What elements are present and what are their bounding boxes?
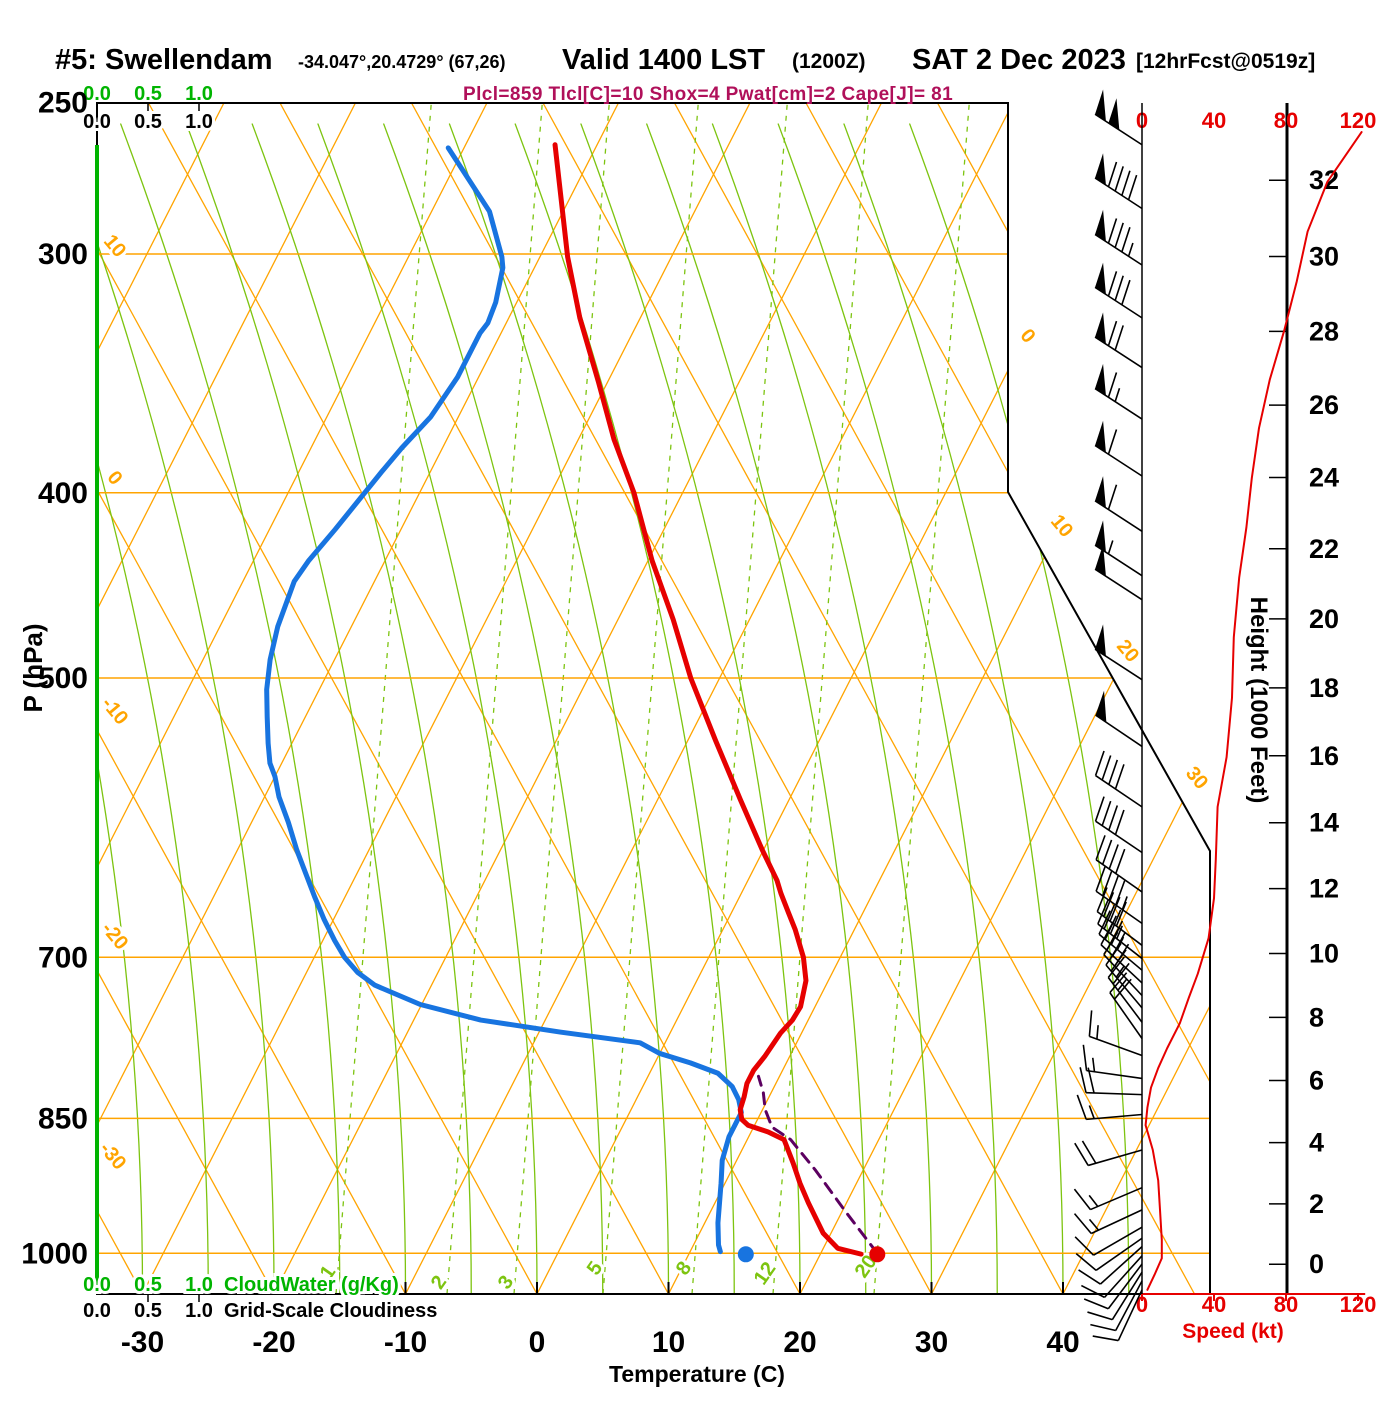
svg-text:0: 0	[1016, 325, 1040, 348]
svg-text:CloudWater (g/Kg): CloudWater (g/Kg)	[224, 1274, 399, 1296]
svg-text:16: 16	[1309, 741, 1339, 771]
svg-text:0: 0	[529, 1326, 546, 1359]
svg-text:20: 20	[1309, 604, 1339, 634]
svg-text:26: 26	[1309, 390, 1339, 420]
svg-text:8: 8	[1309, 1002, 1324, 1032]
station-coords: -34.047°,20.4729° (67,26)	[298, 52, 506, 73]
svg-text:40: 40	[1046, 1326, 1079, 1359]
svg-text:Temperature (C): Temperature (C)	[609, 1361, 785, 1387]
svg-text:-30: -30	[121, 1326, 164, 1359]
svg-text:24: 24	[1309, 463, 1339, 493]
svg-text:40: 40	[1202, 108, 1226, 133]
svg-text:0.0: 0.0	[83, 1274, 111, 1296]
valid-time: Valid 1400 LST	[562, 44, 765, 77]
svg-text:1.0: 1.0	[185, 1274, 213, 1296]
svg-text:-10: -10	[97, 693, 132, 729]
svg-text:Height (1000 Feet): Height (1000 Feet)	[1245, 597, 1272, 804]
svg-text:0.5: 0.5	[134, 111, 162, 133]
svg-text:12: 12	[750, 1258, 781, 1289]
svg-text:1.0: 1.0	[185, 1300, 213, 1322]
svg-text:120: 120	[1340, 108, 1377, 133]
svg-text:8: 8	[672, 1258, 696, 1280]
station-title: #5: Swellendam	[55, 44, 273, 77]
svg-text:2: 2	[1309, 1189, 1324, 1219]
svg-text:250: 250	[38, 87, 88, 120]
svg-text:12: 12	[1309, 874, 1339, 904]
svg-text:Speed (kt): Speed (kt)	[1182, 1320, 1284, 1343]
valid-zulu: (1200Z)	[792, 50, 866, 74]
svg-text:0: 0	[1309, 1249, 1324, 1279]
valid-date: SAT 2 Dec 2023	[912, 44, 1126, 77]
svg-text:4: 4	[1309, 1128, 1324, 1158]
svg-text:80: 80	[1274, 108, 1298, 133]
forecast-tag: [12hrFcst@0519z]	[1136, 50, 1315, 74]
svg-text:1.0: 1.0	[185, 111, 213, 133]
svg-text:5: 5	[583, 1258, 607, 1280]
svg-text:1000: 1000	[21, 1237, 88, 1270]
cloud-scales-bottom: 0.0 0.5 1.0 CloudWater (g/Kg) 0.0 0.5 1.0 Grid-…	[83, 1274, 437, 1322]
svg-text:Grid-Scale Cloudiness: Grid-Scale Cloudiness	[224, 1300, 437, 1322]
svg-text:10: 10	[99, 231, 130, 262]
svg-text:400: 400	[38, 477, 88, 510]
wind-barbs	[1074, 90, 1142, 1341]
svg-text:0.5: 0.5	[134, 83, 162, 105]
dewpoint-curve	[267, 148, 742, 1252]
svg-text:20: 20	[1112, 636, 1143, 667]
sounding-indices: Plcl=859 Tlcl[C]=10 Shox=4 Pwat[cm]=2 Ca…	[463, 84, 953, 106]
svg-text:-30: -30	[95, 1138, 130, 1174]
svg-text:10: 10	[1309, 938, 1339, 968]
temperature-axis: -30 -20 -10 0 10 20 30 40 Temperature (C)	[121, 1282, 1080, 1387]
svg-text:10: 10	[1046, 511, 1077, 542]
svg-text:30: 30	[1309, 241, 1339, 271]
svg-text:850: 850	[38, 1102, 88, 1135]
svg-text:10: 10	[652, 1326, 685, 1359]
svg-text:-20: -20	[97, 918, 132, 954]
svg-text:18: 18	[1309, 673, 1339, 703]
svg-text:1.0: 1.0	[185, 83, 213, 105]
svg-text:28: 28	[1309, 316, 1339, 346]
svg-text:20: 20	[783, 1326, 816, 1359]
svg-text:0.0: 0.0	[83, 1300, 111, 1322]
svg-text:-10: -10	[384, 1326, 427, 1359]
svg-text:0.5: 0.5	[134, 1274, 162, 1296]
svg-text:6: 6	[1309, 1065, 1324, 1095]
svg-text:14: 14	[1309, 808, 1339, 838]
svg-text:300: 300	[38, 238, 88, 271]
svg-text:P (hPa): P (hPa)	[18, 623, 48, 712]
svg-text:-20: -20	[252, 1326, 295, 1359]
svg-text:30: 30	[1181, 763, 1212, 794]
svg-text:22: 22	[1309, 534, 1339, 564]
svg-text:0: 0	[103, 467, 127, 490]
svg-text:0.5: 0.5	[134, 1300, 162, 1322]
svg-text:700: 700	[38, 941, 88, 974]
svg-text:30: 30	[915, 1326, 948, 1359]
